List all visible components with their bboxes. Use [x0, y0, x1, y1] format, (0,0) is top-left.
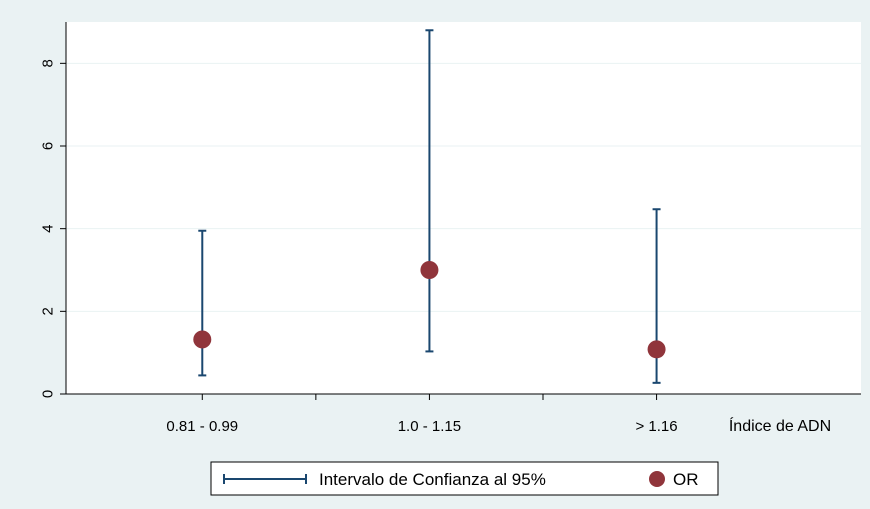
- plot-area: [66, 22, 861, 394]
- x-tick-label-2: > 1.16: [636, 418, 678, 435]
- legend-interval-key: [223, 474, 307, 484]
- or-point-2: [647, 340, 666, 359]
- legend-or-label: OR: [673, 470, 699, 489]
- x-axis-ticks: 0.81 - 0.99 1.0 - 1.15 > 1.16: [166, 394, 678, 435]
- or-points: [193, 261, 666, 359]
- ci-bar-0: [198, 229, 207, 377]
- or-point-1: [420, 261, 439, 279]
- y-tick-label-3: 6: [40, 142, 57, 150]
- y-tick-label-1: 2: [40, 307, 57, 315]
- legend-or-marker: [649, 471, 665, 487]
- y-tick-label-2: 4: [40, 224, 57, 232]
- y-axis-ticks: 0 2 4 6 8: [40, 59, 66, 398]
- or-point-0: [193, 330, 212, 349]
- legend-interval-label: Intervalo de Confianza al 95%: [319, 470, 546, 489]
- y-tick-label-4: 8: [40, 59, 57, 67]
- y-tick-label-0: 0: [40, 390, 57, 398]
- x-axis-title: Índice de ADN: [729, 416, 831, 435]
- legend: Intervalo de Confianza al 95% OR: [210, 461, 719, 496]
- ci-bar-1: [425, 29, 434, 353]
- gridlines: [66, 62, 861, 312]
- x-tick-label-1: 1.0 - 1.15: [398, 418, 461, 435]
- x-tick-label-0: 0.81 - 0.99: [166, 418, 238, 435]
